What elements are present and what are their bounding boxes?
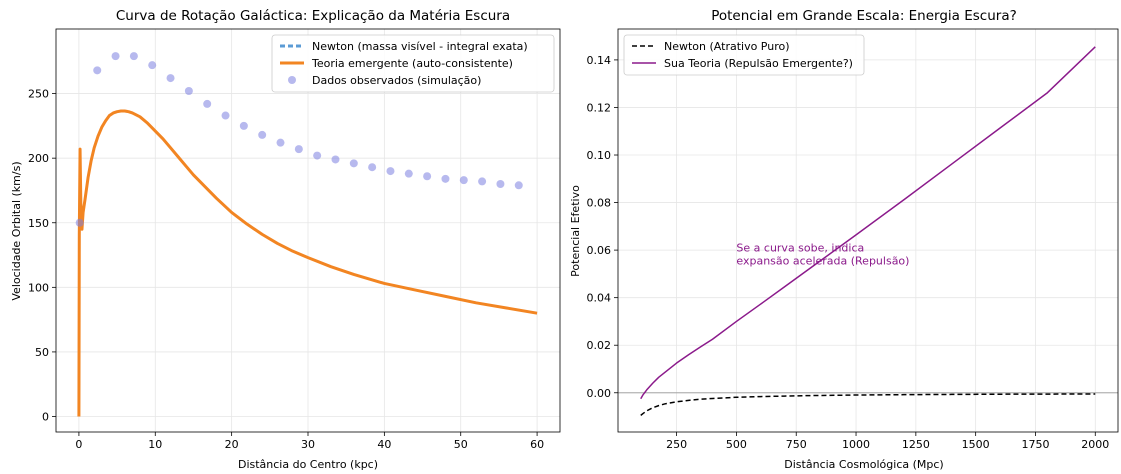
- y-tick-label: 0.04: [587, 292, 612, 305]
- y-tick-label: 250: [28, 88, 49, 101]
- legend-box: [623, 34, 865, 76]
- data-point: [386, 167, 395, 176]
- potential-chart: Potencial em Grande Escala: Energia Escu…: [569, 8, 1119, 471]
- data-point: [75, 218, 84, 227]
- x-tick-label: 1750: [1021, 438, 1049, 451]
- series-line: [77, 109, 538, 417]
- data-point: [258, 130, 267, 139]
- plot-area: [75, 52, 538, 417]
- y-axis-label: Potencial Efetivo: [569, 185, 582, 277]
- data-point: [276, 138, 285, 147]
- data-point: [459, 176, 468, 185]
- x-tick-label: 1000: [842, 438, 870, 451]
- data-point: [496, 180, 505, 188]
- x-tick-label: 40: [377, 438, 391, 451]
- data-point: [111, 52, 120, 61]
- data-point: [478, 177, 487, 186]
- y-tick-label: 0.12: [587, 101, 612, 114]
- data-point: [423, 172, 432, 181]
- x-axis-label: Distância Cosmológica (Mpc): [784, 458, 943, 471]
- x-tick-label: 1250: [902, 438, 930, 451]
- y-tick-label: 0.02: [587, 339, 612, 352]
- legend-label: Teoria emergente (auto-consistente): [311, 57, 513, 70]
- y-tick-label: 200: [28, 152, 49, 165]
- rotation-curve-chart: Curva de Rotação Galáctica: Explicação d…: [10, 8, 561, 471]
- chart-title: Curva de Rotação Galáctica: Explicação d…: [116, 8, 510, 24]
- y-tick-label: 50: [35, 346, 49, 359]
- data-point: [203, 99, 212, 108]
- data-point: [368, 163, 377, 172]
- legend-label: Newton (massa visível - integral exata): [312, 40, 528, 53]
- ticks: 250 500 750 1000 1250 1500 1750 2000 0.00 0.02 0.0…: [587, 54, 1110, 451]
- x-axis-label: Distância do Centro (kpc): [238, 458, 378, 471]
- legend: Newton (massa visível - integral exata) T…: [271, 34, 555, 93]
- x-tick-label: 500: [726, 438, 747, 451]
- data-point: [184, 87, 193, 95]
- x-tick-label: 20: [225, 438, 239, 451]
- y-tick-label: 0.10: [587, 149, 612, 162]
- chart-title: Potencial em Grande Escala: Energia Escu…: [711, 8, 1017, 24]
- data-point: [239, 121, 248, 130]
- y-tick-label: 100: [28, 281, 49, 294]
- legend-label: Newton (Atrativo Puro): [664, 40, 790, 53]
- x-tick-label: 60: [530, 438, 544, 451]
- grid: [56, 29, 560, 432]
- legend: Newton (Atrativo Puro) Sua Teoria (Repuls…: [623, 34, 865, 76]
- y-tick-label: 150: [28, 217, 49, 230]
- x-tick-label: 2000: [1081, 438, 1109, 451]
- legend-label: Sua Teoria (Repulsão Emergente?): [664, 57, 853, 70]
- data-point: [93, 66, 102, 75]
- y-tick-label: 0.06: [587, 244, 612, 257]
- data-point: [148, 61, 157, 70]
- ticks: 0 10 20 30 40 50 60 0 50 100 150 200 250: [28, 88, 544, 451]
- legend-label: Dados observados (simulação): [312, 74, 481, 87]
- x-tick-label: 1500: [962, 438, 990, 451]
- axes-frame: [55, 28, 561, 433]
- data-point: [313, 151, 322, 160]
- data-point: [331, 155, 340, 164]
- x-tick-label: 0: [75, 438, 82, 451]
- y-tick-label: 0.14: [587, 54, 612, 67]
- data-point: [349, 159, 358, 168]
- x-tick-label: 50: [454, 438, 468, 451]
- legend-marker: [288, 76, 296, 84]
- x-tick-label: 250: [666, 438, 687, 451]
- x-tick-label: 750: [786, 438, 807, 451]
- x-tick-label: 30: [301, 438, 315, 451]
- y-tick-label: 0: [42, 411, 49, 424]
- annotation-line-1: Se a curva sobe, indica: [736, 242, 864, 255]
- data-point: [166, 74, 175, 83]
- y-tick-label: 0.00: [587, 387, 612, 400]
- axes-frame: [617, 28, 1119, 433]
- series-line: [640, 46, 1096, 400]
- x-tick-label: 10: [148, 438, 162, 451]
- grid: [618, 29, 1118, 432]
- data-point: [221, 111, 230, 120]
- data-point: [514, 181, 523, 190]
- y-tick-label: 0.08: [587, 197, 612, 210]
- legend-box: [271, 34, 555, 93]
- data-point: [294, 145, 303, 154]
- data-point: [129, 52, 138, 61]
- plot-area: [618, 46, 1118, 416]
- data-point: [404, 169, 413, 178]
- y-axis-label: Velocidade Orbital (km/s): [10, 161, 23, 300]
- series-line: [640, 393, 1096, 416]
- data-point: [441, 174, 450, 183]
- annotation-line-2: expansão acelerada (Repulsão): [736, 255, 909, 268]
